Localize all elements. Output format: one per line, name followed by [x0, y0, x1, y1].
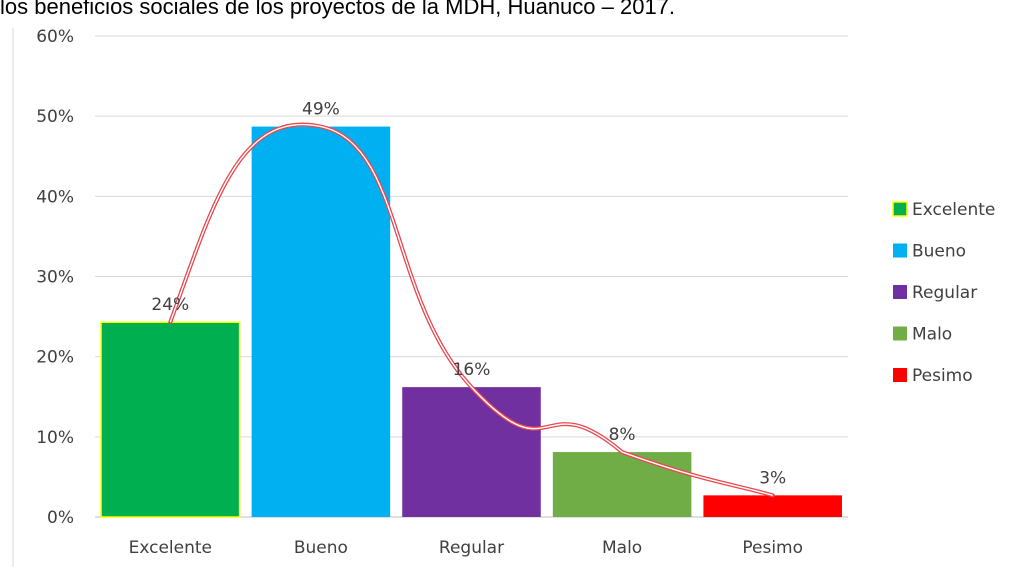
data-label: 24% [151, 295, 189, 315]
legend: Excelente Bueno Regular Malo Pesimo [892, 200, 995, 386]
value-labels: 24% 49% 16% 8% 3% [151, 100, 786, 489]
bar-malo [552, 452, 692, 517]
x-tick-label: Pesimo [742, 538, 803, 558]
x-tick-label: Regular [439, 538, 504, 558]
y-axis-ticks: 0% 10% 20% 30% 40% 50% 60% [36, 27, 74, 528]
data-label: 8% [609, 425, 636, 445]
y-tick-label: 40% [36, 187, 74, 207]
x-tick-label: Bueno [294, 538, 348, 558]
y-tick-label: 20% [36, 348, 74, 368]
trend-curve-inner [169, 123, 773, 497]
bar-excelente [100, 321, 241, 518]
x-tick-label: Excelente [129, 538, 212, 558]
bars [100, 126, 842, 518]
legend-label: Malo [912, 325, 952, 345]
legend-swatch [892, 201, 908, 217]
legend-label: Excelente [912, 200, 995, 220]
bar-bueno [251, 126, 391, 518]
y-tick-label: 10% [36, 428, 74, 448]
y-tick-label: 30% [36, 268, 74, 288]
data-label: 16% [453, 360, 491, 380]
trend-curve [168, 122, 775, 498]
x-axis-categories: Excelente Bueno Regular Malo Pesimo [129, 538, 803, 558]
bar-pesimo [703, 495, 842, 517]
x-tick-label: Malo [602, 538, 642, 558]
legend-label: Regular [912, 283, 977, 303]
y-tick-label: 50% [36, 107, 74, 127]
data-label: 3% [759, 468, 786, 488]
legend-label: Bueno [912, 242, 966, 262]
legend-swatch [893, 285, 907, 299]
data-label: 49% [302, 100, 340, 120]
y-tick-label: 60% [36, 27, 74, 47]
y-tick-label: 0% [47, 508, 74, 528]
legend-swatch [893, 243, 907, 258]
bar-regular [402, 387, 541, 517]
chart-title: los beneficios sociales de los proyectos… [0, 0, 675, 19]
legend-label: Pesimo [912, 366, 973, 386]
legend-swatch [893, 326, 907, 341]
legend-swatch [893, 368, 907, 382]
